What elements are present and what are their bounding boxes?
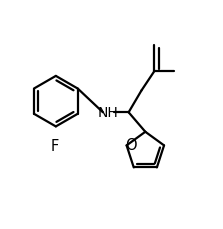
Text: O: O <box>125 137 137 152</box>
Text: F: F <box>51 139 59 153</box>
Text: NH: NH <box>98 106 119 120</box>
